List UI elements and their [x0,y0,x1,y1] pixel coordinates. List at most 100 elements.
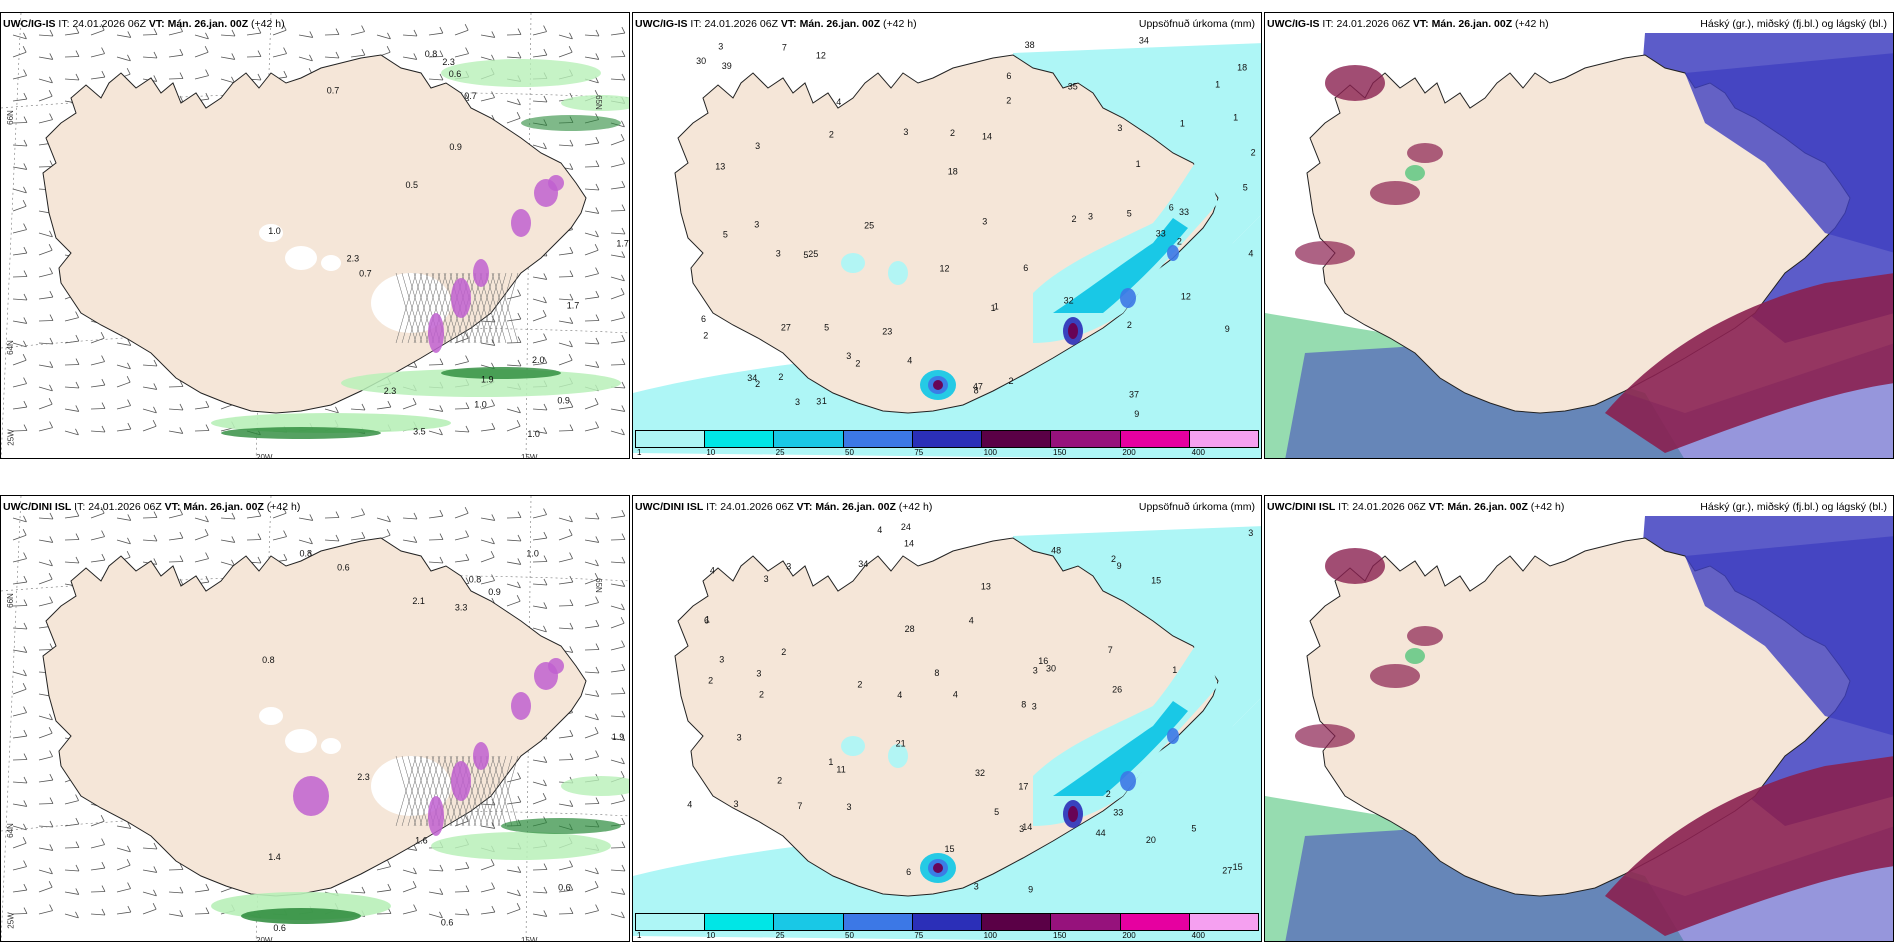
wind-barb [116,381,131,388]
wind-barb-flag [621,227,626,235]
model-name: UWC/DINI ISL [635,501,704,513]
wind-barb-flag [153,511,158,518]
value-label: 2 [1009,376,1014,386]
wind-barb-flag [361,403,366,411]
value-label: 4 [897,690,902,700]
wind-barb-flag [127,339,132,346]
axis-label: 66N [5,110,15,125]
wind-barb-flag [465,530,469,537]
wind-barb-flag [335,511,340,518]
wind-barb [220,561,235,567]
value-label: 2 [777,776,782,786]
hatch-line [497,755,519,827]
high-cloud-cell [1405,648,1425,664]
wind-barb [506,891,521,897]
axis-label: 20W [256,936,273,942]
wind-barb-flag [23,377,27,384]
legend-swatch [774,914,844,930]
wind-barb [584,539,599,543]
wind-barb [142,386,157,390]
wind-barb-flag [517,558,522,565]
wind-barb-flag [49,750,53,757]
value-labels: 0.6 0.6 3.3 0.6 0.8 2.3 1.9 1.6 0.8 0.6 0.8 1.0 0.9 1… [262,549,624,933]
wind-barb-flag [543,333,547,340]
wind-barb-flag [257,50,262,57]
wind-barb [142,425,157,432]
value-label: 2 [1177,237,1182,247]
wind-barb-flag [23,223,27,230]
wind-barb-flag [621,710,626,718]
mid-cloud-cell [1325,548,1385,584]
wind-barb-flag [49,773,54,781]
wind-barb-flag [543,356,548,364]
value-label: 8 [974,386,979,396]
wind-barb [12,558,27,563]
precip-legend-labels: 1 10 25 50 75 100 150 200 400 [635,931,1259,941]
hatch-line [491,272,513,344]
wind-barb [350,537,365,541]
wind-barb-flag [569,163,574,170]
value-label: 1 [822,396,827,406]
wind-barb-flag [75,428,79,436]
wind-barb-flag [621,556,626,564]
value-label: 2 [855,359,860,369]
wind-barb-flag [595,207,600,214]
precip-core-heavy [1068,806,1078,822]
wind-barb-flag [335,406,339,414]
wind-barb [12,298,27,301]
wind-barb-flag [49,337,54,345]
wind-barb [12,342,27,348]
wind-barb [532,514,547,519]
wind-barb-flag [569,400,574,408]
wind-barb [454,337,469,344]
wind-barb [532,798,547,805]
value-label: 34 [858,559,868,569]
value-label: 30 [696,56,706,66]
lead-time: (+42 h) [1515,18,1549,30]
wind-barb [584,869,599,875]
value-label: 5 [1191,823,1196,833]
value-label: 1.9 [612,732,625,742]
value-label: 2.3 [347,254,360,264]
lon-line-25w [1,13,22,458]
wind-barb-flag [23,116,28,123]
wind-barb-flag [23,622,28,630]
wind-barb [38,517,53,520]
wind-barb [584,232,599,238]
wind-barb [480,34,495,38]
wind-barb [116,888,131,893]
wind-barb [584,142,599,146]
legend-swatch [843,431,913,447]
low-cloud [1685,536,1893,736]
wind-barb [428,913,443,919]
hatch-line [395,272,417,344]
wind-barb [532,31,547,36]
value-label: 5 [994,807,999,817]
value-label: 5 [803,250,808,260]
wind-barb [12,866,27,871]
value-label: 3 [1019,824,1024,834]
value-label: 3 [718,42,723,52]
wind-barb-flag [335,51,340,59]
wind-barb [12,781,27,784]
legend-label: 100 [983,931,998,940]
wind-barb-flag [179,555,184,562]
wind-barb [116,428,131,432]
value-label: 0.8 [300,549,313,559]
value-label: 8 [1021,700,1026,710]
wind-barb-flag [517,795,522,803]
wind-barb-flag [75,817,80,825]
hatch-line [401,272,423,344]
value-label: 3 [1033,666,1038,676]
wind-barb-flag [75,73,80,81]
wind-barb-flag [23,32,27,40]
wind-barb-flag [543,756,548,763]
wind-barb-flag [517,98,521,106]
wind-barb-flag [543,508,547,515]
wind-barb-flag [595,559,599,567]
wind-barb-flag [620,288,625,295]
legend-label: 200 [1122,448,1136,457]
wind-barb [558,34,573,40]
model-name: UWC/IG-IS [635,18,688,30]
wind-barb [506,778,521,783]
